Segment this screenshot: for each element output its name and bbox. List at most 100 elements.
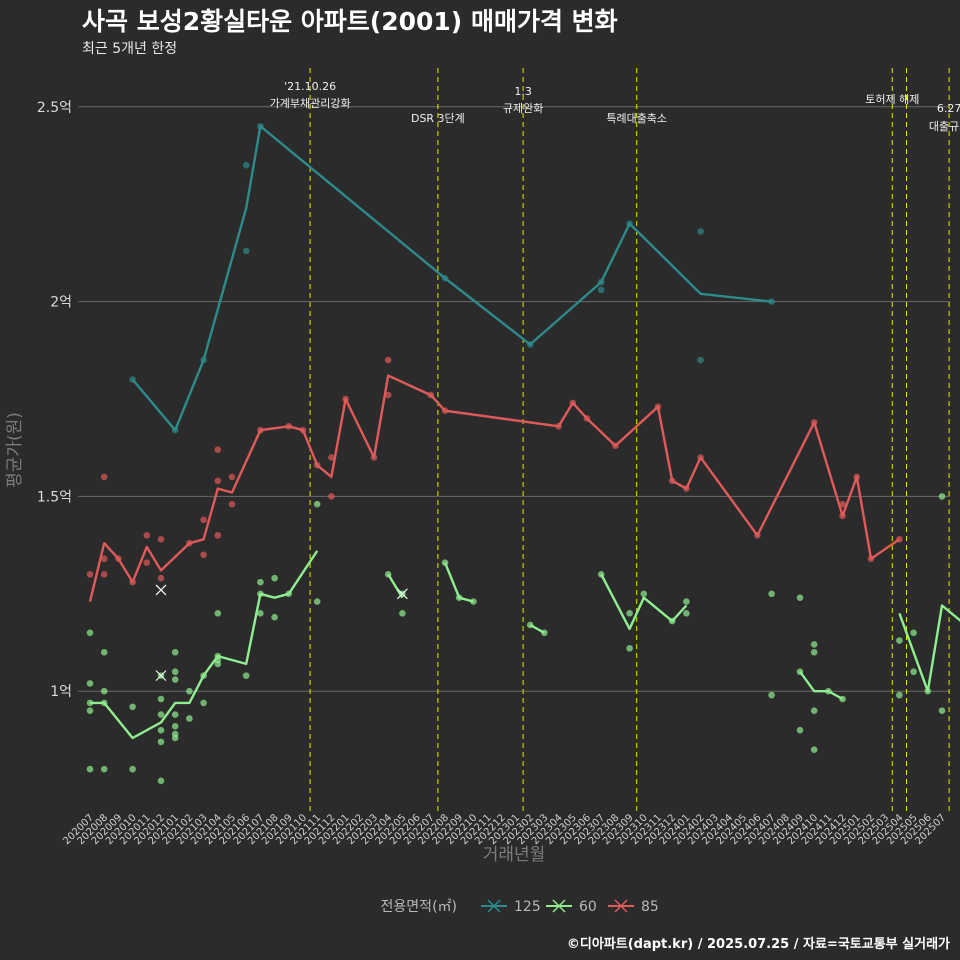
data-point-60	[86, 765, 94, 773]
legend-title: 전용면적(㎡)	[381, 899, 457, 915]
event-annotation: 대출규제	[929, 120, 960, 133]
cross-marker	[155, 670, 167, 682]
legend: 전용면적(㎡) 125 60 85	[381, 899, 659, 915]
x-axis-label: 거래년월	[483, 845, 546, 865]
data-point-85	[200, 551, 207, 559]
data-point-60	[171, 734, 179, 742]
data-point-125	[697, 356, 704, 364]
event-annotation: 특례대출축소	[606, 112, 667, 125]
data-point-60	[938, 707, 946, 714]
data-point-60	[242, 672, 250, 679]
data-point-85	[86, 571, 94, 578]
data-point-60	[683, 609, 690, 617]
event-annotation: 가계부채관리강화	[270, 97, 351, 110]
source-caption: ©디아파트(dapt.kr) / 2025.07.25 / 자료=국토교통부 실…	[566, 937, 950, 952]
data-point-60	[171, 668, 179, 676]
data-point-60	[171, 722, 179, 730]
x-tick-labels: 2020072020082020092020102020112020122021…	[61, 812, 948, 847]
legend-key-cross	[552, 899, 566, 913]
data-point-60	[896, 637, 903, 644]
data-point-60	[257, 609, 264, 617]
data-point-85	[143, 532, 151, 539]
data-point-85	[214, 477, 222, 485]
data-point-60	[810, 641, 818, 648]
cross-marker	[155, 584, 167, 596]
data-point-60	[796, 594, 804, 601]
data-point-60	[399, 609, 406, 617]
data-point-85	[157, 535, 165, 543]
legend-key-cross	[614, 899, 628, 913]
data-point-60	[157, 711, 165, 718]
data-point-85	[200, 516, 207, 524]
y-tick-label: 1.5억	[37, 489, 72, 505]
event-annotation: 규제완화	[503, 102, 543, 115]
data-point-60	[626, 645, 633, 652]
y-tick-label: 2억	[50, 295, 72, 311]
data-point-125	[242, 247, 250, 255]
cross-markers	[155, 584, 408, 682]
data-point-60	[271, 574, 278, 582]
data-point-60	[171, 676, 179, 683]
data-point-125	[242, 161, 250, 169]
y-tick-labels: 1억 1.5억 2억 2.5억	[37, 100, 72, 700]
data-point-85	[143, 559, 151, 566]
data-point-60	[683, 598, 690, 605]
data-point-60	[186, 687, 193, 695]
data-point-85	[100, 473, 108, 481]
data-point-85	[228, 500, 236, 508]
data-point-85	[384, 391, 392, 399]
series-lines	[88, 125, 960, 740]
data-point-60	[186, 715, 193, 722]
data-point-125	[597, 286, 605, 294]
data-point-60	[271, 613, 278, 621]
data-point-60	[86, 629, 94, 637]
data-point-60	[896, 691, 903, 699]
series-line-125	[131, 125, 772, 432]
data-point-60	[100, 648, 108, 656]
data-point-60	[796, 726, 804, 734]
data-point-60	[129, 765, 136, 773]
data-point-60	[171, 711, 179, 718]
event-annotation: DSR 3단계	[411, 112, 465, 125]
data-point-60	[214, 609, 222, 617]
chart-title: 사곡 보성2황실타운 아파트(2001) 매매가격 변화	[82, 7, 618, 36]
data-point-60	[910, 629, 917, 637]
data-point-85	[328, 454, 335, 461]
chart-subtitle: 최근 5개년 한정	[82, 41, 178, 57]
data-point-60	[171, 648, 179, 656]
data-point-60	[86, 707, 94, 714]
data-point-60	[257, 578, 264, 586]
event-annotation: 토허제 해제	[865, 92, 919, 106]
data-point-60	[157, 726, 165, 734]
data-point-125	[697, 228, 704, 235]
data-point-60	[129, 703, 136, 711]
series-line-85	[88, 374, 901, 602]
data-point-60	[100, 687, 108, 695]
data-point-85	[328, 493, 335, 500]
data-point-85	[157, 574, 165, 582]
data-point-85	[384, 356, 392, 364]
event-annotation: '21.10.26	[284, 80, 336, 93]
data-point-60	[100, 765, 108, 773]
data-point-60	[768, 590, 775, 598]
data-point-60	[157, 738, 165, 746]
data-point-60	[640, 590, 648, 598]
y-gridlines	[78, 106, 950, 692]
data-point-60	[157, 777, 165, 785]
data-point-85	[228, 473, 236, 481]
data-point-60	[768, 691, 775, 699]
cross-marker	[396, 588, 408, 600]
data-point-60	[810, 707, 818, 714]
y-tick-label: 1억	[50, 684, 72, 700]
data-point-85	[100, 571, 108, 578]
data-point-85	[839, 500, 846, 508]
y-tick-label: 2.5억	[37, 100, 72, 116]
data-point-60	[200, 699, 207, 707]
data-point-85	[214, 446, 222, 453]
legend-label: 60	[579, 899, 597, 915]
data-point-60	[313, 500, 321, 508]
legend-label: 125	[514, 899, 541, 915]
data-point-60	[910, 668, 917, 676]
